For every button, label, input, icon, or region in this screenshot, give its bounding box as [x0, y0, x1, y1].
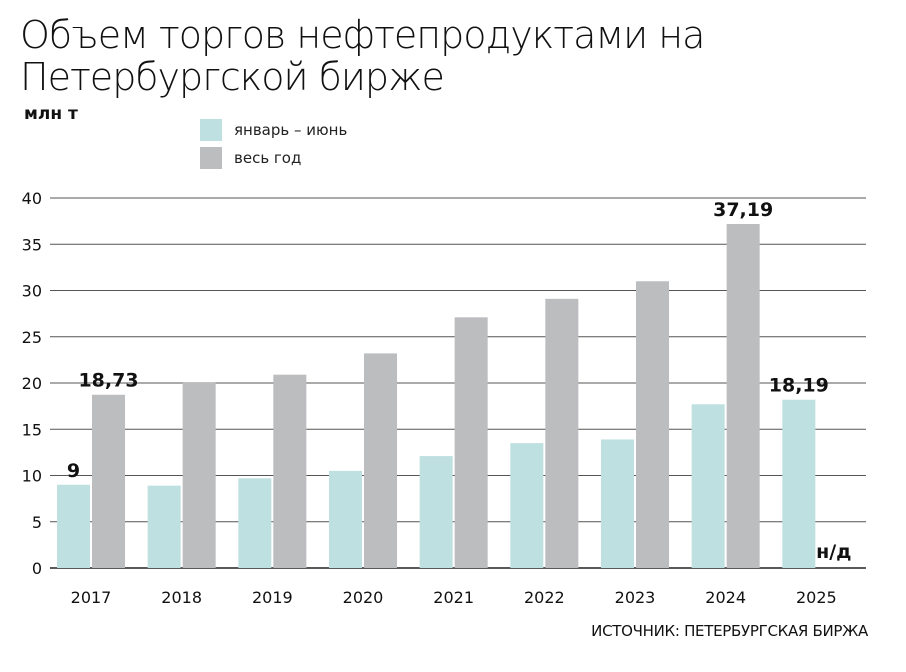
x-tick-label: 2017 [71, 588, 112, 607]
bar-year-2017 [92, 394, 125, 568]
bar-h1-2018 [147, 485, 181, 568]
y-tick-label: 30 [22, 282, 42, 301]
bar-year-2021 [454, 317, 488, 568]
y-tick-label: 0 [32, 559, 42, 578]
legend-item-h1: январь – июнь [200, 117, 347, 143]
bar-year-2019 [273, 374, 307, 568]
unit-label: млн т [24, 104, 78, 124]
x-tick-label: 2023 [615, 588, 656, 607]
legend: январь – июнь весь год [200, 117, 347, 173]
bar-h1-2020 [329, 470, 362, 568]
data-label: 9 [67, 460, 80, 482]
y-tick-label: 25 [22, 328, 42, 347]
y-tick-label: 35 [22, 235, 42, 254]
bar-h1-2021 [419, 456, 453, 568]
bar-year-2024 [726, 223, 760, 568]
legend-label-year: весь год [234, 149, 302, 167]
y-tick-label: 40 [22, 189, 42, 208]
x-tick-label: 2024 [705, 588, 746, 607]
x-tick-label: 2022 [524, 588, 565, 607]
x-tick-label: 2021 [433, 588, 474, 607]
bar-h1-2024 [691, 404, 725, 568]
y-tick-label: 15 [22, 420, 42, 439]
x-tick-label: 2020 [343, 588, 384, 607]
bar-h1-2023 [601, 439, 634, 568]
bar-h1-2022 [510, 443, 544, 568]
y-tick-label: 10 [22, 467, 42, 486]
data-label: 18,19 [769, 375, 829, 397]
bar-h1-2019 [238, 478, 272, 568]
bar-year-2018 [182, 382, 216, 568]
bar-year-2023 [636, 281, 669, 568]
y-tick-label: 20 [22, 374, 42, 393]
data-label: 37,19 [713, 199, 773, 221]
source-note: ИСТОЧНИК: ПЕТЕРБУРГСКАЯ БИРЖА [591, 622, 868, 640]
chart-title: Объем торгов нефтепродуктами на Петербур… [20, 13, 705, 99]
legend-label-h1: январь – июнь [234, 121, 348, 139]
legend-item-year: весь год [200, 145, 347, 171]
bar-h1-2017 [57, 484, 90, 568]
bar-year-2020 [364, 353, 397, 568]
legend-swatch-h1 [200, 119, 222, 141]
y-tick-label: 5 [32, 513, 42, 532]
data-label: н/д [816, 541, 851, 563]
data-label: 18,73 [78, 370, 138, 392]
x-tick-label: 2025 [796, 588, 837, 607]
x-tick-label: 2019 [252, 588, 293, 607]
x-tick-label: 2018 [161, 588, 202, 607]
legend-swatch-year [200, 147, 222, 169]
bar-h1-2025 [782, 399, 816, 568]
bar-year-2022 [545, 298, 579, 568]
